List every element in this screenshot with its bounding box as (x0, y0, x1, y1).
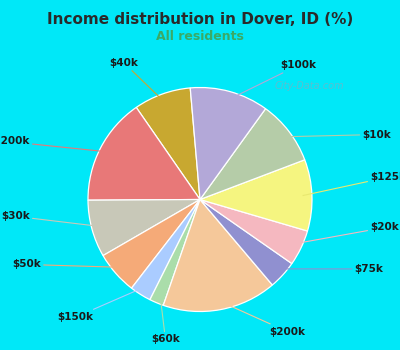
Text: $60k: $60k (151, 294, 180, 344)
Wedge shape (163, 199, 272, 312)
Text: $50k: $50k (12, 259, 122, 270)
Wedge shape (190, 88, 266, 200)
Wedge shape (88, 107, 200, 200)
Text: All residents: All residents (156, 30, 244, 43)
Text: City-Data.com: City-Data.com (275, 81, 344, 91)
Text: > $200k: > $200k (0, 136, 108, 152)
Text: $30k: $30k (1, 211, 100, 226)
Wedge shape (88, 199, 200, 256)
Wedge shape (136, 88, 200, 199)
Text: $40k: $40k (110, 58, 165, 103)
Text: $100k: $100k (227, 60, 317, 100)
Wedge shape (150, 199, 200, 305)
Wedge shape (200, 160, 312, 231)
Wedge shape (200, 109, 305, 199)
Text: $20k: $20k (293, 223, 399, 244)
Wedge shape (103, 199, 200, 288)
Text: $200k: $200k (219, 301, 306, 337)
Wedge shape (200, 199, 308, 264)
Text: $75k: $75k (276, 264, 384, 274)
Text: $10k: $10k (282, 130, 391, 140)
Text: $150k: $150k (58, 287, 145, 322)
Text: Income distribution in Dover, ID (%): Income distribution in Dover, ID (%) (47, 12, 353, 27)
Wedge shape (132, 199, 200, 300)
Text: $125k: $125k (303, 172, 400, 196)
Wedge shape (200, 199, 292, 285)
